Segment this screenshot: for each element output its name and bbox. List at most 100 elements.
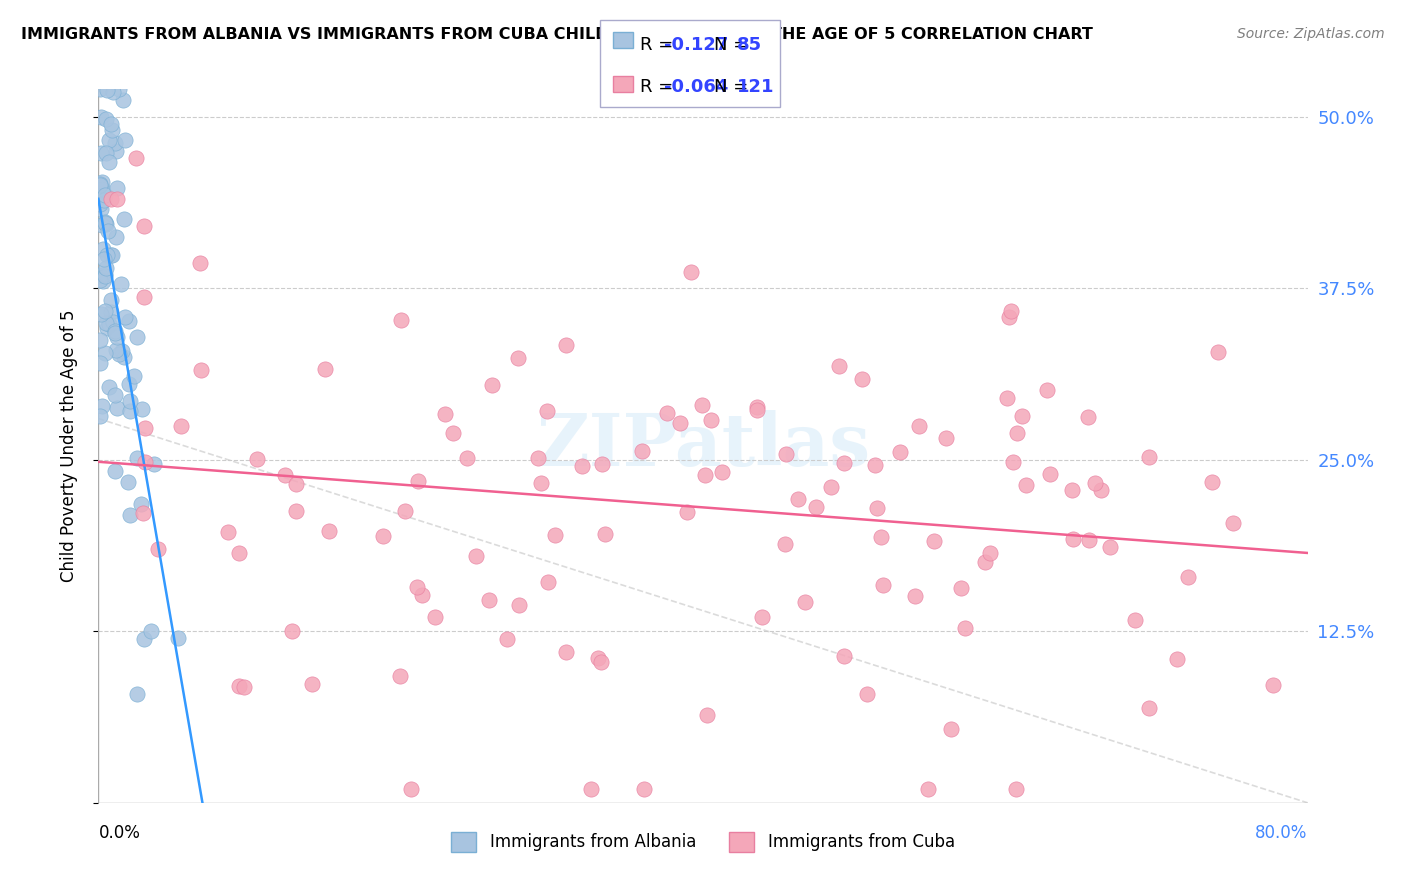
Point bbox=[394, 504, 416, 518]
Point bbox=[655, 406, 678, 420]
Point bbox=[94, 112, 117, 127]
Point bbox=[107, 330, 129, 344]
Point bbox=[120, 403, 142, 417]
Point bbox=[132, 506, 155, 520]
Point bbox=[94, 345, 117, 359]
Point bbox=[589, 656, 612, 670]
Point bbox=[979, 546, 1001, 560]
Point bbox=[125, 687, 148, 701]
Point bbox=[104, 136, 127, 150]
Point bbox=[917, 782, 939, 797]
Text: IMMIGRANTS FROM ALBANIA VS IMMIGRANTS FROM CUBA CHILD POVERTY UNDER THE AGE OF 5: IMMIGRANTS FROM ALBANIA VS IMMIGRANTS FR… bbox=[21, 27, 1092, 42]
Point bbox=[104, 324, 127, 338]
Point bbox=[633, 782, 655, 797]
Point bbox=[425, 609, 447, 624]
Point bbox=[669, 417, 692, 431]
Point bbox=[105, 192, 128, 206]
Point bbox=[1077, 409, 1099, 424]
Point bbox=[98, 380, 121, 394]
Point bbox=[107, 347, 129, 361]
Point bbox=[190, 363, 212, 377]
Point bbox=[114, 310, 136, 325]
Point bbox=[995, 391, 1018, 405]
Point bbox=[100, 305, 122, 319]
Point bbox=[696, 708, 718, 723]
Point bbox=[90, 307, 112, 321]
Point bbox=[132, 219, 155, 234]
Point bbox=[167, 631, 190, 645]
Point bbox=[1123, 613, 1146, 627]
Point bbox=[508, 351, 530, 365]
Point bbox=[190, 255, 212, 269]
Point bbox=[94, 215, 117, 229]
Point bbox=[1090, 483, 1112, 497]
Point bbox=[554, 337, 576, 351]
Point bbox=[1166, 652, 1188, 666]
Point bbox=[1062, 532, 1084, 546]
Point bbox=[97, 317, 120, 331]
Point bbox=[1222, 516, 1244, 530]
Point bbox=[280, 624, 302, 639]
Point bbox=[465, 549, 488, 564]
Point bbox=[676, 505, 699, 519]
Point bbox=[1002, 455, 1025, 469]
Text: Source: ZipAtlas.com: Source: ZipAtlas.com bbox=[1237, 27, 1385, 41]
Point bbox=[555, 644, 578, 658]
Point bbox=[1005, 426, 1028, 441]
Legend: Immigrants from Albania, Immigrants from Cuba: Immigrants from Albania, Immigrants from… bbox=[444, 825, 962, 859]
Point bbox=[571, 459, 593, 474]
Text: N =: N = bbox=[714, 78, 754, 96]
Point bbox=[132, 290, 155, 304]
Point bbox=[104, 343, 127, 357]
Point bbox=[93, 252, 115, 266]
Point bbox=[401, 782, 423, 797]
Text: 80.0%: 80.0% bbox=[1256, 824, 1308, 842]
Point bbox=[1137, 700, 1160, 714]
Point bbox=[104, 388, 127, 402]
Point bbox=[537, 574, 560, 589]
Point bbox=[169, 419, 191, 434]
Point bbox=[139, 624, 162, 639]
Point bbox=[94, 316, 117, 330]
Point bbox=[117, 475, 139, 489]
Point bbox=[112, 350, 135, 364]
Point bbox=[94, 269, 117, 284]
Point bbox=[922, 534, 945, 549]
Point bbox=[787, 492, 810, 507]
Text: R =: R = bbox=[640, 36, 679, 54]
Point bbox=[94, 216, 117, 230]
Text: 0.0%: 0.0% bbox=[98, 824, 141, 842]
Point bbox=[456, 450, 478, 465]
Point bbox=[908, 419, 931, 434]
Point bbox=[101, 85, 124, 99]
Point bbox=[127, 330, 149, 344]
Point bbox=[100, 192, 122, 206]
Point bbox=[91, 243, 114, 257]
Point bbox=[371, 529, 394, 543]
Point bbox=[630, 443, 652, 458]
Point bbox=[91, 274, 114, 288]
Point bbox=[89, 356, 111, 370]
Point bbox=[104, 144, 127, 158]
Point bbox=[94, 188, 117, 202]
Point bbox=[1000, 303, 1022, 318]
Point bbox=[406, 580, 429, 594]
Point bbox=[89, 177, 111, 191]
Point bbox=[411, 588, 433, 602]
Point bbox=[527, 450, 550, 465]
Point bbox=[101, 315, 124, 329]
Point bbox=[96, 217, 118, 231]
Point bbox=[477, 592, 499, 607]
Point bbox=[112, 93, 135, 107]
Point bbox=[90, 399, 112, 413]
Point bbox=[1039, 467, 1062, 481]
Point bbox=[695, 467, 717, 482]
Point bbox=[832, 456, 855, 470]
Point bbox=[233, 680, 256, 694]
Point bbox=[433, 407, 456, 421]
Point bbox=[89, 333, 111, 347]
Point bbox=[89, 82, 111, 96]
Point bbox=[745, 400, 768, 414]
Point bbox=[285, 477, 308, 491]
Text: -0.064: -0.064 bbox=[664, 78, 728, 96]
